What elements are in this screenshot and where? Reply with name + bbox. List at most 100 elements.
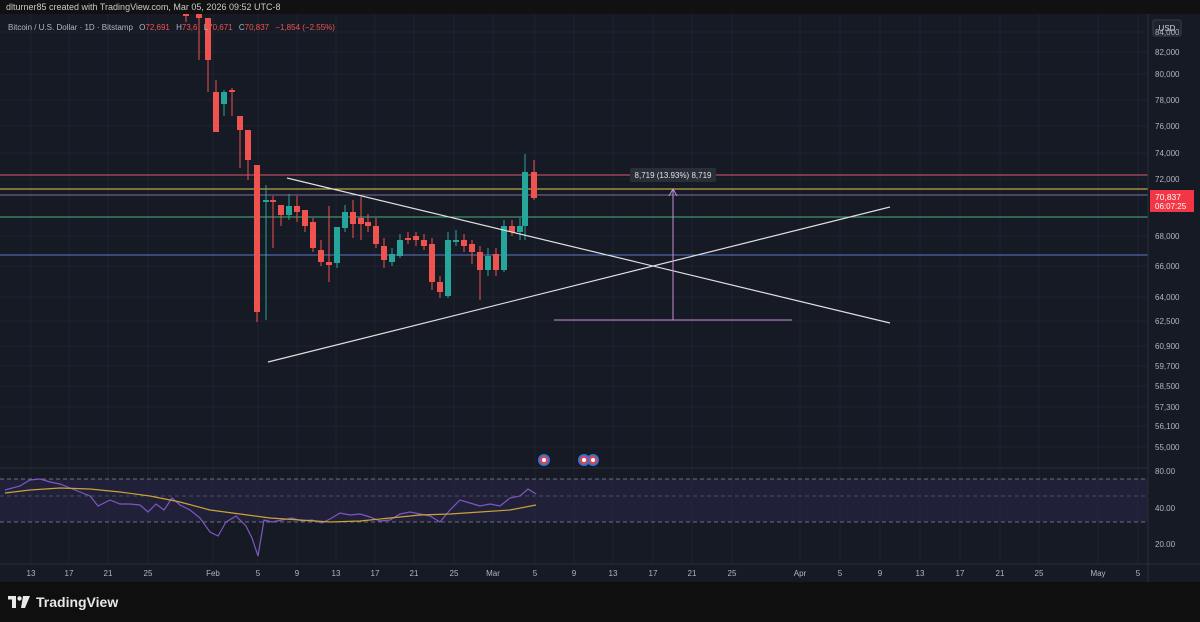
- candle-body: [397, 240, 403, 256]
- symbol-name[interactable]: Bitcoin / U.S. Dollar · 1D · Bitstamp: [8, 23, 133, 32]
- economic-event-flag-3[interactable]: [587, 454, 599, 466]
- chart-creator-line: dlturner85 created with TradingView.com,…: [0, 0, 1200, 14]
- time-tick-label: 25: [728, 569, 737, 578]
- time-tick-label: Apr: [794, 569, 807, 578]
- candle-body: [531, 172, 537, 198]
- close-value: 70,837: [245, 23, 270, 32]
- descending-trendline[interactable]: [286, 177, 891, 324]
- time-tick-label: 13: [609, 569, 618, 578]
- time-tick-label: 21: [410, 569, 419, 578]
- rsi-axis-ticks: 80.00 40.00 20.00: [1155, 467, 1176, 549]
- time-tick-label: 13: [332, 569, 341, 578]
- current-price-countdown: 06:07:25: [1155, 202, 1187, 211]
- candle-body: [229, 90, 235, 92]
- time-tick-label: 5: [533, 569, 538, 578]
- candle-body: [413, 236, 419, 240]
- time-tick-label: 13: [27, 569, 36, 578]
- candle-body: [421, 240, 427, 246]
- price-tick-label: 66,000: [1155, 262, 1180, 271]
- chart-grid: [0, 14, 1148, 564]
- economic-event-flag-1[interactable]: [538, 454, 550, 466]
- candle-body: [334, 227, 340, 263]
- price-tick-label: 59,700: [1155, 362, 1180, 371]
- tradingview-logo[interactable]: TradingView: [8, 594, 118, 610]
- svg-text:Bitcoin / U.S. Dollar · 1D · B: Bitcoin / U.S. Dollar · 1D · Bitstamp O7…: [8, 23, 335, 32]
- open-label: O: [139, 23, 145, 32]
- candle-body: [245, 130, 251, 160]
- candle-body: [350, 212, 356, 224]
- price-tick-label: 82,000: [1155, 48, 1180, 57]
- candle-body: [485, 256, 491, 270]
- candle-body: [310, 222, 316, 248]
- candle-body: [221, 92, 227, 104]
- candle-body: [342, 212, 348, 228]
- chart-area[interactable]: 8,719 (13.93%) 8,719 Bitcoin / U.S. Doll…: [0, 14, 1200, 582]
- time-tick-label: 5: [256, 569, 261, 578]
- currency-label: USD: [1159, 24, 1176, 33]
- candle-body: [278, 205, 284, 215]
- time-tick-label: 9: [295, 569, 300, 578]
- time-tick-label: 17: [956, 569, 965, 578]
- price-tick-label: 84,000: [1155, 28, 1180, 37]
- time-tick-label: 25: [1035, 569, 1044, 578]
- price-change: −1,854 (−2.55%): [275, 23, 335, 32]
- time-tick-label: 25: [144, 569, 153, 578]
- time-tick-label: 5: [1136, 569, 1141, 578]
- candle-body: [183, 14, 189, 16]
- price-tick-label: 74,000: [1155, 149, 1180, 158]
- candle-body: [381, 246, 387, 260]
- measure-label: 8,719 (13.93%) 8,719: [635, 171, 712, 180]
- price-tick-label: 57,300: [1155, 403, 1180, 412]
- price-tick-label: 68,000: [1155, 232, 1180, 241]
- candle-body: [461, 240, 467, 246]
- time-tick-label: May: [1090, 569, 1105, 578]
- candle-body: [389, 254, 395, 262]
- candle-body: [493, 254, 499, 270]
- rsi-tick-label: 20.00: [1155, 540, 1176, 549]
- currency-button[interactable]: [1152, 19, 1182, 37]
- tradingview-logo-icon: [8, 596, 30, 608]
- open-value: 72,691: [145, 23, 170, 32]
- price-axis-ticks: 84,000 82,000 80,000 78,000 76,000 74,000 72,0…: [1155, 28, 1180, 452]
- candle-body: [429, 244, 435, 282]
- price-axis[interactable]: [1148, 14, 1200, 582]
- candle-body: [286, 206, 292, 215]
- time-tick-label: 21: [104, 569, 113, 578]
- candle-body: [437, 282, 443, 292]
- price-tick-label: 80,000: [1155, 70, 1180, 79]
- candle-body: [294, 206, 300, 212]
- candle-body: [517, 226, 523, 232]
- ascending-trendline[interactable]: [267, 206, 891, 363]
- candle-body: [501, 226, 507, 270]
- candle-body: [326, 262, 332, 265]
- candle-body: [302, 210, 308, 226]
- candle-body: [318, 250, 324, 262]
- time-tick-label: 21: [996, 569, 1005, 578]
- low-label: L: [204, 23, 209, 32]
- time-tick-label: 13: [916, 569, 925, 578]
- economic-event-flag-2[interactable]: [578, 454, 590, 466]
- candle-body: [509, 226, 515, 232]
- candle-body: [405, 238, 411, 240]
- time-tick-label: Feb: [206, 569, 220, 578]
- candle-body: [453, 240, 459, 242]
- price-chart[interactable]: 8,719 (13.93%) 8,719 Bitcoin / U.S. Doll…: [0, 14, 1200, 582]
- price-tick-label: 56,100: [1155, 422, 1180, 431]
- candle-body: [270, 200, 276, 202]
- time-tick-label: Mar: [486, 569, 500, 578]
- current-price-tag: [1150, 190, 1194, 212]
- high-value: 73,6: [182, 23, 198, 32]
- time-tick-label: 9: [572, 569, 577, 578]
- candle-body: [469, 244, 475, 252]
- candle-body: [254, 165, 260, 312]
- price-tick-label: 58,500: [1155, 382, 1180, 391]
- price-tick-label: 64,000: [1155, 293, 1180, 302]
- low-value: 70,671: [208, 23, 233, 32]
- time-axis[interactable]: 13 17 21 25 Feb 5 9 13 17 21 25 Mar 5 9 13 17 21 25 Apr 5 9 1…: [27, 569, 1141, 578]
- price-tick-label: 55,000: [1155, 443, 1180, 452]
- candle-body: [522, 172, 528, 226]
- candle-body: [263, 200, 269, 202]
- candle-body: [373, 226, 379, 244]
- price-tick-label: 62,500: [1155, 317, 1180, 326]
- candle-body: [477, 252, 483, 270]
